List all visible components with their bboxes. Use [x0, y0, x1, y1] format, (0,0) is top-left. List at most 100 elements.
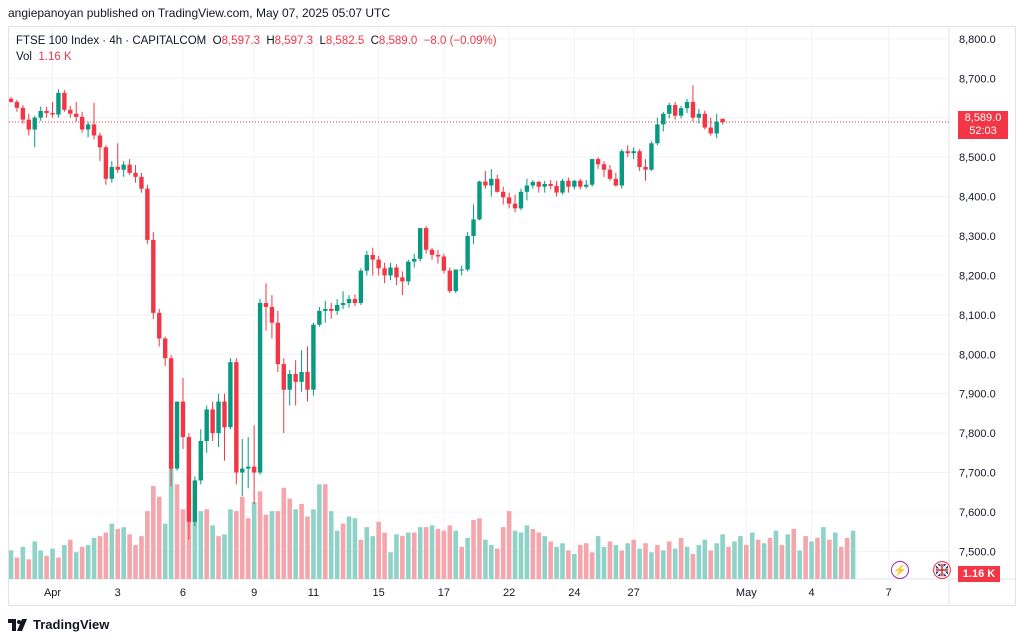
volume-bar	[524, 525, 530, 579]
volume-bar	[732, 541, 737, 579]
volume-bar	[477, 518, 482, 579]
candle-body	[334, 304, 340, 311]
candle-body	[489, 178, 494, 186]
volume-bar	[358, 539, 364, 579]
volume-bar	[560, 543, 565, 579]
volume-bar	[56, 557, 61, 579]
candle-body	[714, 121, 719, 134]
volume-bar	[708, 550, 714, 579]
candle-body	[512, 203, 518, 209]
volume-bar	[761, 543, 767, 579]
volume-bar	[601, 546, 607, 579]
candle-body	[477, 181, 482, 220]
volume-bar	[388, 552, 393, 579]
volume-bar	[844, 537, 850, 579]
y-tick-label: 8,100.0	[959, 310, 996, 322]
volume-bar	[720, 534, 725, 579]
volume-bar	[577, 545, 583, 579]
volume-bar	[91, 537, 97, 579]
volume-bar	[726, 546, 731, 579]
volume-bar	[672, 548, 678, 579]
volume-bar	[755, 539, 761, 579]
last-price-badge: 8,589.0 52:03	[958, 111, 1008, 139]
chart-svg[interactable]: 7,500.0 7,600.0 7,700.0 7,800.0 7,900.0 8,000…	[9, 27, 1015, 605]
candle-body	[667, 105, 672, 114]
lightning-icon[interactable]: ⚡	[891, 561, 909, 579]
volume-bar	[317, 484, 322, 579]
candle-body	[151, 239, 156, 313]
last-volume-badge: 1.16 K	[958, 566, 1000, 582]
candle-body	[619, 151, 624, 186]
volume-bar	[411, 532, 417, 579]
legend-title: FTSE 100 Index · 4h · CAPITALCOM	[16, 35, 207, 47]
legend-close-value: 8,589.0	[378, 35, 418, 47]
candle-body	[560, 180, 565, 193]
volume-bar	[139, 536, 144, 579]
candle-body	[495, 178, 500, 192]
candle-body	[79, 116, 85, 130]
volume-bar	[222, 534, 227, 579]
volume-bar	[251, 502, 257, 579]
candle-body	[317, 310, 322, 325]
y-tick-label: 7,900.0	[959, 389, 996, 401]
candle-body	[506, 197, 512, 204]
candle-body	[631, 151, 636, 154]
volume-bar	[684, 546, 690, 579]
candle-body	[157, 312, 162, 339]
volume-bar	[97, 536, 103, 579]
candle-body	[305, 372, 310, 390]
candle-body	[210, 409, 215, 434]
candle-body	[696, 113, 702, 118]
y-tick-label: 8,700.0	[959, 73, 996, 85]
candle-body	[198, 441, 203, 481]
y-tick-label: 8,200.0	[959, 270, 996, 282]
candle-body	[684, 101, 690, 109]
uk-flag-icon[interactable]	[933, 561, 951, 579]
x-tick-label: 6	[180, 587, 186, 599]
volume-bar	[785, 534, 791, 579]
tradingview-logo[interactable]: TradingView	[8, 617, 109, 632]
candle-body	[382, 268, 387, 276]
x-tick-label: 15	[373, 587, 385, 599]
candle-body	[429, 249, 435, 255]
volume-bar	[749, 532, 755, 579]
volume-bar	[506, 511, 512, 579]
candle-body	[257, 303, 263, 473]
volume-bar	[459, 546, 464, 579]
chart-frame[interactable]: 7,500.0 7,600.0 7,700.0 7,800.0 7,900.0 8,000…	[8, 26, 1016, 606]
volume-bar	[156, 496, 162, 579]
legend-open-value: 8,597.3	[221, 35, 260, 47]
volume-bar	[678, 537, 684, 579]
volume-bar	[465, 537, 470, 579]
candle-body	[388, 267, 393, 276]
volume-bar	[696, 545, 702, 579]
volume-bar	[85, 545, 91, 579]
candle-body	[145, 188, 150, 240]
volume-bar	[702, 539, 708, 579]
volume-bar	[228, 509, 233, 579]
volume-bar	[239, 496, 245, 579]
candle-body	[661, 113, 666, 125]
candle-body	[435, 254, 441, 257]
volume-bar	[832, 532, 838, 579]
volume-bar	[838, 546, 844, 579]
volume-bar	[417, 527, 423, 579]
tradingview-logo-text: TradingView	[33, 617, 110, 632]
volume-bar	[595, 536, 601, 579]
candle-body	[50, 112, 55, 115]
volume-bar	[791, 528, 797, 579]
candle-body	[275, 322, 281, 365]
candle-body	[32, 117, 37, 130]
volume-bar	[773, 530, 779, 579]
y-tick-label: 7,800.0	[959, 428, 996, 440]
volume-bar	[145, 511, 150, 579]
candle-body	[589, 159, 595, 185]
candle-body	[62, 92, 67, 110]
volume-bar	[435, 528, 441, 579]
volume-bar	[382, 532, 387, 579]
candle-body	[601, 164, 607, 170]
volume-bar	[815, 537, 820, 579]
volume-bar	[489, 545, 494, 579]
legend-l-label: L	[319, 35, 326, 47]
candle-body	[412, 258, 417, 262]
